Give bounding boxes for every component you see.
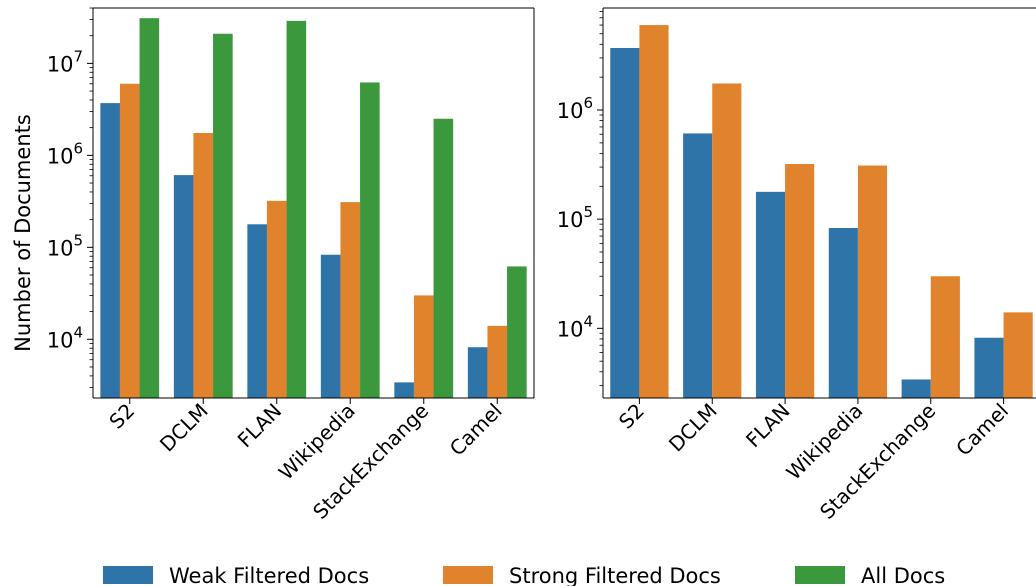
bar-strong-filtered-docs-camel bbox=[1003, 312, 1033, 398]
y-tick-base: 10 bbox=[557, 99, 584, 123]
axes-frame bbox=[92, 7, 535, 399]
bar-weak-filtered-docs-dclm bbox=[683, 133, 713, 398]
legend-swatch-all-docs bbox=[795, 566, 845, 584]
bar-strong-filtered-docs-s2 bbox=[639, 25, 669, 398]
bar-weak-filtered-docs-wikipedia bbox=[320, 254, 341, 398]
y-tick-base: 10 bbox=[557, 208, 584, 232]
y-tick-exponent: 7 bbox=[73, 47, 83, 65]
bar-all-docs-camel bbox=[507, 266, 527, 398]
bar-weak-filtered-docs-s2 bbox=[610, 47, 640, 398]
bar-strong-filtered-docs-wikipedia bbox=[857, 165, 888, 398]
y-tick-base: 10 bbox=[47, 328, 74, 352]
legend-label-strong-filtered-docs: Strong Filtered Docs bbox=[509, 564, 721, 586]
x-tick-label-camel: Camel bbox=[951, 399, 1013, 461]
bar-strong-filtered-docs-camel bbox=[487, 325, 508, 398]
y-tick-exponent: 6 bbox=[73, 139, 83, 157]
bar-weak-filtered-docs-camel bbox=[974, 337, 1004, 398]
x-tick-label-flan: FLAN bbox=[741, 399, 795, 453]
x-tick-label-camel: Camel bbox=[445, 399, 507, 461]
bar-weak-filtered-docs-stackexchange bbox=[394, 382, 414, 398]
legend-swatch-strong-filtered-docs bbox=[443, 566, 493, 584]
bar-weak-filtered-docs-flan bbox=[755, 191, 786, 398]
bars bbox=[610, 25, 1033, 398]
legend-label-all-docs: All Docs bbox=[861, 564, 945, 586]
y-tick-base: 10 bbox=[47, 236, 74, 260]
bar-weak-filtered-docs-stackexchange bbox=[901, 379, 931, 398]
bar-strong-filtered-docs-wikipedia bbox=[340, 202, 361, 398]
bar-weak-filtered-docs-dclm bbox=[173, 175, 194, 398]
legend-label-weak-filtered-docs: Weak Filtered Docs bbox=[169, 564, 369, 586]
bar-weak-filtered-docs-camel bbox=[467, 347, 488, 398]
bar-strong-filtered-docs-flan bbox=[266, 200, 287, 398]
y-tick-label: 105 bbox=[47, 231, 83, 260]
x-tick-label-dclm: DCLM bbox=[664, 399, 722, 457]
y-tick-label: 107 bbox=[47, 47, 83, 76]
x-tick-label-s2: S2 bbox=[104, 399, 139, 434]
y-tick-label: 105 bbox=[557, 203, 593, 232]
y-tick-exponent: 5 bbox=[73, 231, 83, 249]
bar-weak-filtered-docs-flan bbox=[247, 224, 267, 398]
y-tick-base: 10 bbox=[47, 52, 74, 76]
bar-all-docs-stackexchange bbox=[433, 118, 454, 398]
y-axis-label: Number of Documents bbox=[11, 114, 35, 352]
x-tick-label-flan: FLAN bbox=[233, 399, 287, 453]
legend-swatch-weak-filtered-docs bbox=[103, 566, 153, 584]
bars bbox=[100, 18, 527, 399]
y-tick-exponent: 4 bbox=[583, 312, 593, 330]
x-tick-label-s2: S2 bbox=[614, 399, 649, 434]
bar-strong-filtered-docs-stackexchange bbox=[413, 295, 434, 398]
y-tick-label: 104 bbox=[47, 323, 83, 352]
bar-all-docs-wikipedia bbox=[360, 82, 380, 398]
y-tick-label: 106 bbox=[557, 94, 593, 123]
bar-all-docs-s2 bbox=[139, 18, 160, 399]
bar-strong-filtered-docs-dclm bbox=[193, 132, 214, 399]
y-tick-base: 10 bbox=[557, 317, 584, 341]
bar-strong-filtered-docs-flan bbox=[785, 164, 815, 398]
bar-weak-filtered-docs-wikipedia bbox=[828, 228, 858, 398]
y-tick-label: 104 bbox=[557, 312, 593, 341]
y-tick-exponent: 4 bbox=[73, 323, 83, 341]
y-tick-exponent: 5 bbox=[583, 203, 593, 221]
y-tick-exponent: 6 bbox=[583, 94, 593, 112]
bar-strong-filtered-docs-s2 bbox=[119, 83, 140, 398]
x-tick-label-dclm: DCLM bbox=[155, 399, 213, 457]
legend: Weak Filtered Docs Strong Filtered Docs Al… bbox=[103, 564, 945, 586]
bar-all-docs-flan bbox=[286, 20, 307, 398]
bar-strong-filtered-docs-stackexchange bbox=[930, 276, 960, 398]
bar-all-docs-dclm bbox=[213, 33, 233, 399]
bar-strong-filtered-docs-dclm bbox=[712, 83, 742, 398]
y-tick-label: 106 bbox=[47, 139, 83, 168]
bar-weak-filtered-docs-s2 bbox=[100, 103, 120, 398]
y-tick-base: 10 bbox=[47, 144, 74, 168]
